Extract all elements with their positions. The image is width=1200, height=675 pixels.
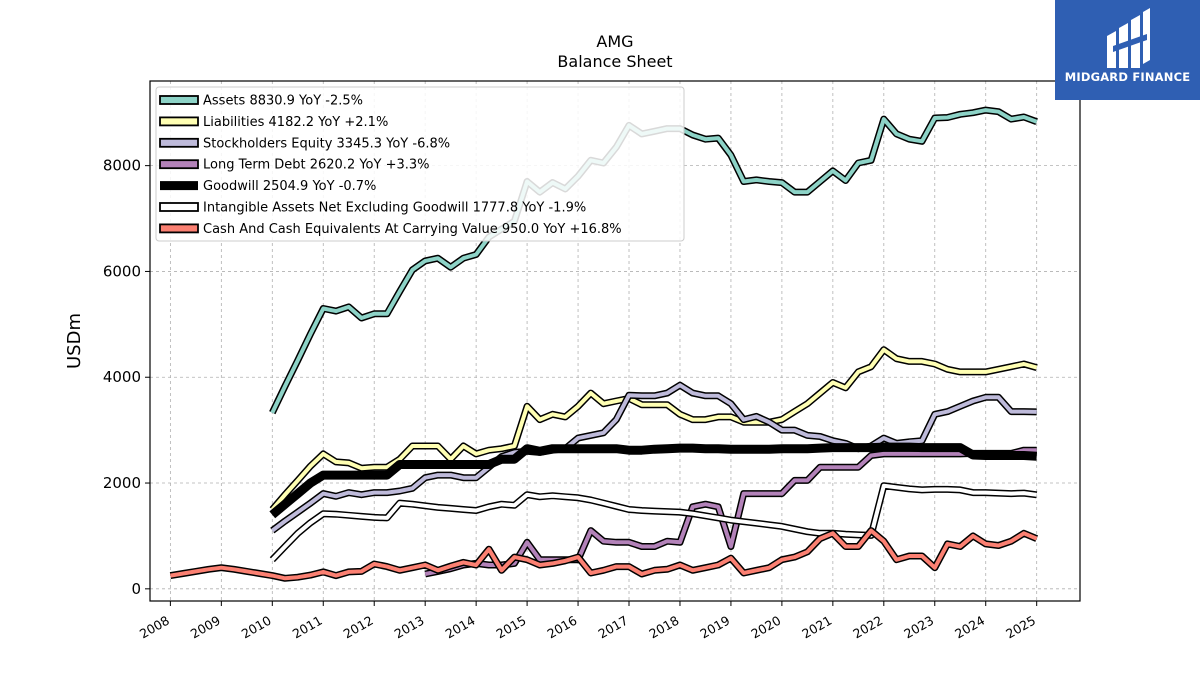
- y-tick-label: 8000: [103, 157, 141, 175]
- y-tick-label: 2000: [103, 474, 141, 492]
- series-1: [269, 346, 1038, 512]
- x-tick-label: 2024: [952, 613, 987, 642]
- series-3: [424, 446, 1037, 578]
- chart-subtitle: Balance Sheet: [557, 52, 672, 71]
- series-4: [269, 442, 1037, 519]
- series-line: [424, 448, 1037, 576]
- x-tick-label: 2022: [850, 613, 885, 642]
- legend-entry: Cash And Cash Equivalents At Carrying Va…: [159, 222, 622, 237]
- brand-logo: MIDGARD FINANCE: [1055, 0, 1200, 100]
- legend-swatch: [160, 181, 198, 191]
- legend-label: Long Term Debt 2620.2 YoY +3.3%: [203, 158, 430, 173]
- plot-area-frame: [149, 80, 1081, 602]
- legend-label: Liabilities 4182.2 YoY +2.1%: [203, 115, 388, 130]
- x-tick-label: 2014: [443, 613, 478, 642]
- legend-entry: Intangible Assets Net Excluding Goodwill…: [159, 201, 586, 216]
- legend: Assets 8830.9 YoY -2.5% Liabilities 4182.…: [155, 86, 685, 242]
- legend-label: Assets 8830.9 YoY -2.5%: [203, 94, 363, 109]
- y-tick-label: 0: [131, 580, 141, 598]
- x-tick-label: 2023: [901, 613, 936, 642]
- x-tick-label: 2021: [799, 613, 834, 642]
- legend-swatch: [159, 116, 199, 127]
- x-tick-label: 2009: [188, 613, 223, 642]
- brand-name: MIDGARD FINANCE: [1064, 70, 1191, 84]
- series-line: [271, 383, 1037, 533]
- series-line: [170, 528, 1038, 581]
- series-line: [270, 483, 1037, 562]
- legend-entry: Long Term Debt 2620.2 YoY +3.3%: [159, 158, 430, 173]
- x-tick-label: 2015: [494, 613, 529, 642]
- y-tick-label: 4000: [103, 368, 141, 386]
- legend-entry: Stockholders Equity 3345.3 YoY -6.8%: [159, 136, 450, 151]
- x-tick-label: 2025: [1003, 613, 1038, 642]
- brand-mark-icon: [1107, 8, 1150, 68]
- legend-entry: Liabilities 4182.2 YoY +2.1%: [159, 115, 388, 130]
- legend-label: Stockholders Equity 3345.3 YoY -6.8%: [203, 136, 450, 151]
- series-2: [270, 381, 1037, 534]
- legend-swatch: [159, 223, 199, 234]
- y-axis-ticks: 0 2000 4000 6000 8000: [103, 157, 150, 598]
- legend-label: Cash And Cash Equivalents At Carrying Va…: [203, 222, 622, 237]
- legend-swatch: [159, 95, 199, 105]
- x-tick-label: 2020: [748, 613, 783, 642]
- legend-swatch: [159, 202, 199, 212]
- x-tick-label: 2018: [646, 613, 681, 642]
- legend-swatch: [159, 137, 199, 148]
- series-line: [269, 442, 1037, 519]
- series-6: [169, 527, 1039, 582]
- legend-swatch: [159, 159, 199, 170]
- series-5: [269, 482, 1038, 563]
- x-tick-label: 2011: [290, 613, 325, 642]
- x-tick-label: 2013: [392, 613, 427, 642]
- series-line: [270, 347, 1038, 511]
- x-tick-label: 2017: [595, 613, 630, 642]
- chart-title: AMG: [596, 32, 633, 51]
- y-tick-label: 6000: [103, 262, 141, 280]
- series-line-outline: [269, 346, 1038, 512]
- legend-label: Intangible Assets Net Excluding Goodwill…: [203, 201, 586, 216]
- x-tick-label: 2008: [137, 613, 172, 642]
- legend-entry: Assets 8830.9 YoY -2.5%: [159, 94, 363, 109]
- legend-entry: Goodwill 2504.9 YoY -0.7%: [160, 179, 376, 194]
- x-tick-label: 2016: [545, 613, 580, 642]
- legend-label: Goodwill 2504.9 YoY -0.7%: [203, 179, 376, 194]
- y-axis-label: USDm: [64, 313, 85, 369]
- x-tick-label: 2019: [697, 613, 732, 642]
- x-tick-label: 2012: [341, 613, 376, 642]
- x-axis-ticks: 2008 2009 2010 2011 2012 2013 2014 2015 2016 2017…: [137, 601, 1038, 642]
- x-tick-label: 2010: [239, 613, 274, 642]
- legend-box: [155, 86, 685, 242]
